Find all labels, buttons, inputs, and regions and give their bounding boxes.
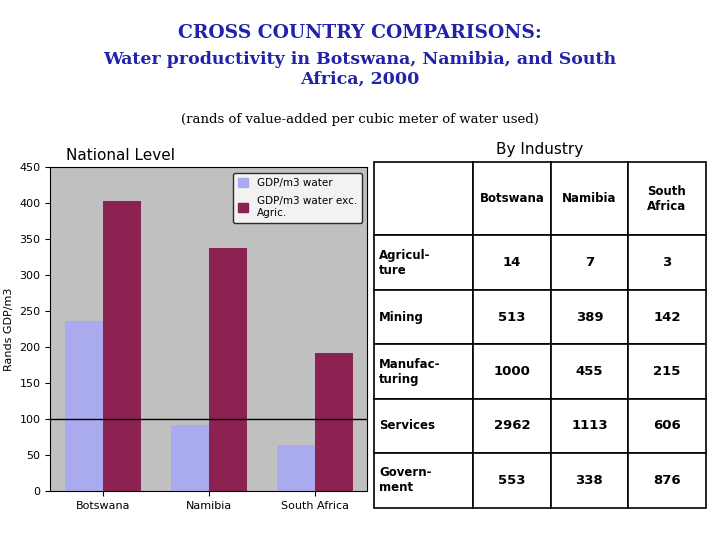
Title: By Industry: By Industry xyxy=(496,141,584,157)
Text: CROSS COUNTRY COMPARISONS:: CROSS COUNTRY COMPARISONS: xyxy=(178,24,542,42)
Legend: GDP/m3 water, GDP/m3 water exc.
Agric.: GDP/m3 water, GDP/m3 water exc. Agric. xyxy=(233,173,362,223)
Bar xyxy=(171,425,209,491)
Y-axis label: Rands GDP/m3: Rands GDP/m3 xyxy=(4,288,14,371)
Text: (rands of value-added per cubic meter of water used): (rands of value-added per cubic meter of… xyxy=(181,113,539,126)
Text: Water productivity in Botswana, Namibia, and South
Africa, 2000: Water productivity in Botswana, Namibia,… xyxy=(104,51,616,88)
Bar xyxy=(276,444,315,491)
Bar xyxy=(315,353,353,491)
Bar xyxy=(65,321,103,491)
Text: National Level: National Level xyxy=(66,148,175,164)
Bar xyxy=(103,201,141,491)
Bar xyxy=(209,248,247,491)
